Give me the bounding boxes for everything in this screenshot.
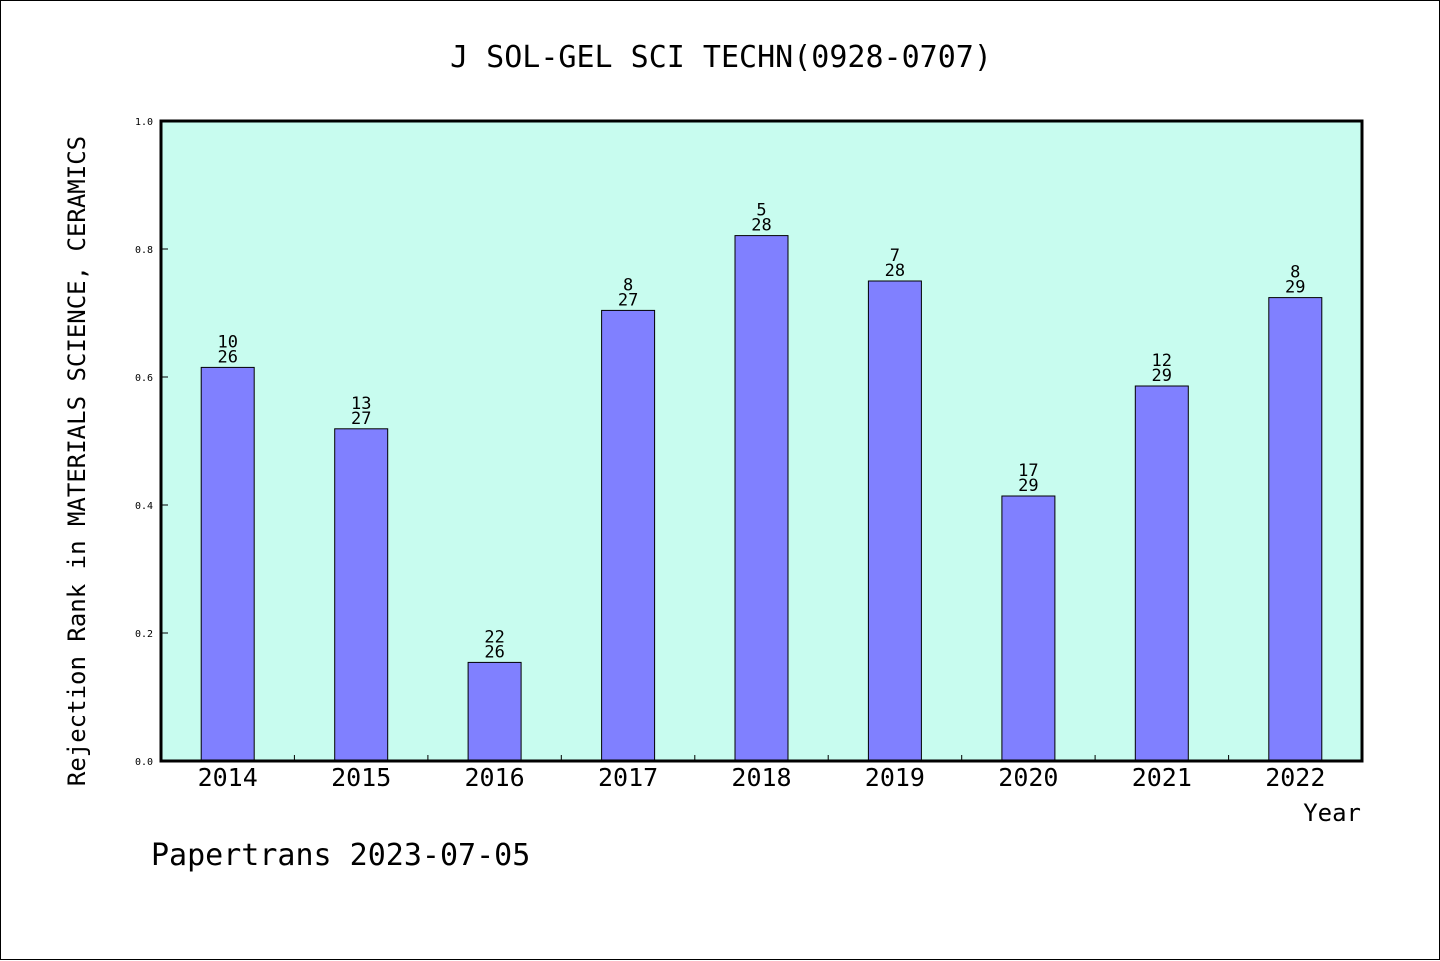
bar-rank-label: 5 <box>756 201 766 221</box>
bar-rank-label: 12 <box>1152 351 1172 371</box>
bar-total-label: 28 <box>885 261 905 281</box>
bar-total-label: 27 <box>618 290 638 310</box>
bar-2020 <box>1001 495 1056 762</box>
bar-rank-label: 8 <box>1290 263 1300 283</box>
y-tick-label: 0.8 <box>135 245 153 256</box>
y-axis-label: Rejection Rank in MATERIALS SCIENCE, CER… <box>63 136 91 786</box>
y-tick-label: 1.0 <box>135 117 153 128</box>
bar-2015 <box>334 428 389 762</box>
bar-total-label: 29 <box>1152 366 1172 386</box>
x-tick-label: 2018 <box>731 763 791 792</box>
x-tick-label: 2022 <box>1265 763 1325 792</box>
bar-rank-label: 17 <box>1018 461 1038 481</box>
x-tick-label: 2019 <box>865 763 925 792</box>
plot-border <box>159 119 1364 763</box>
bar-rank-label: 8 <box>623 275 633 295</box>
x-tick-label: 2015 <box>331 763 391 792</box>
bar-2021 <box>1134 385 1189 762</box>
bar-2014 <box>200 366 255 762</box>
y-axis: 0.0 0.2 0.4 0.6 0.8 1.0 <box>135 117 168 768</box>
x-axis-label: Year <box>1303 799 1361 827</box>
bar-rank-label: 7 <box>890 246 900 266</box>
bar-total-label: 26 <box>217 347 237 367</box>
y-tick-label: 0.0 <box>135 757 153 768</box>
bar-total-label: 29 <box>1018 476 1038 496</box>
y-tick-label: 0.6 <box>135 373 153 384</box>
bar-2022 <box>1268 297 1323 762</box>
bar-2017 <box>601 309 656 762</box>
x-tick-label: 2016 <box>464 763 524 792</box>
y-tick-label: 0.4 <box>135 501 153 512</box>
chart-title: J SOL-GEL SCI TECHN(0928-0707) <box>450 40 992 75</box>
footer-text: Papertrans 2023-07-05 <box>151 838 530 873</box>
bar-2019 <box>867 280 922 762</box>
bar-2018 <box>734 235 789 762</box>
x-tick-label: 2021 <box>1132 763 1192 792</box>
bar-rank-label: 10 <box>217 332 237 352</box>
bar-total-label: 26 <box>484 642 504 662</box>
x-tick-label: 2017 <box>598 763 658 792</box>
bar-rank-label: 22 <box>484 627 504 647</box>
bar-2016 <box>467 661 522 762</box>
bar-total-label: 29 <box>1285 278 1305 298</box>
y-tick-label: 0.2 <box>135 629 153 640</box>
x-axis: 2014 2015 2016 2017 2018 2019 2020 2021 2022 <box>198 755 1325 792</box>
bar-rank-label: 13 <box>351 394 371 414</box>
bars-group <box>200 235 1323 762</box>
x-tick-label: 2014 <box>198 763 258 792</box>
bar-total-label: 27 <box>351 409 371 429</box>
x-tick-label: 2020 <box>998 763 1058 792</box>
bar-total-label: 28 <box>751 216 771 236</box>
